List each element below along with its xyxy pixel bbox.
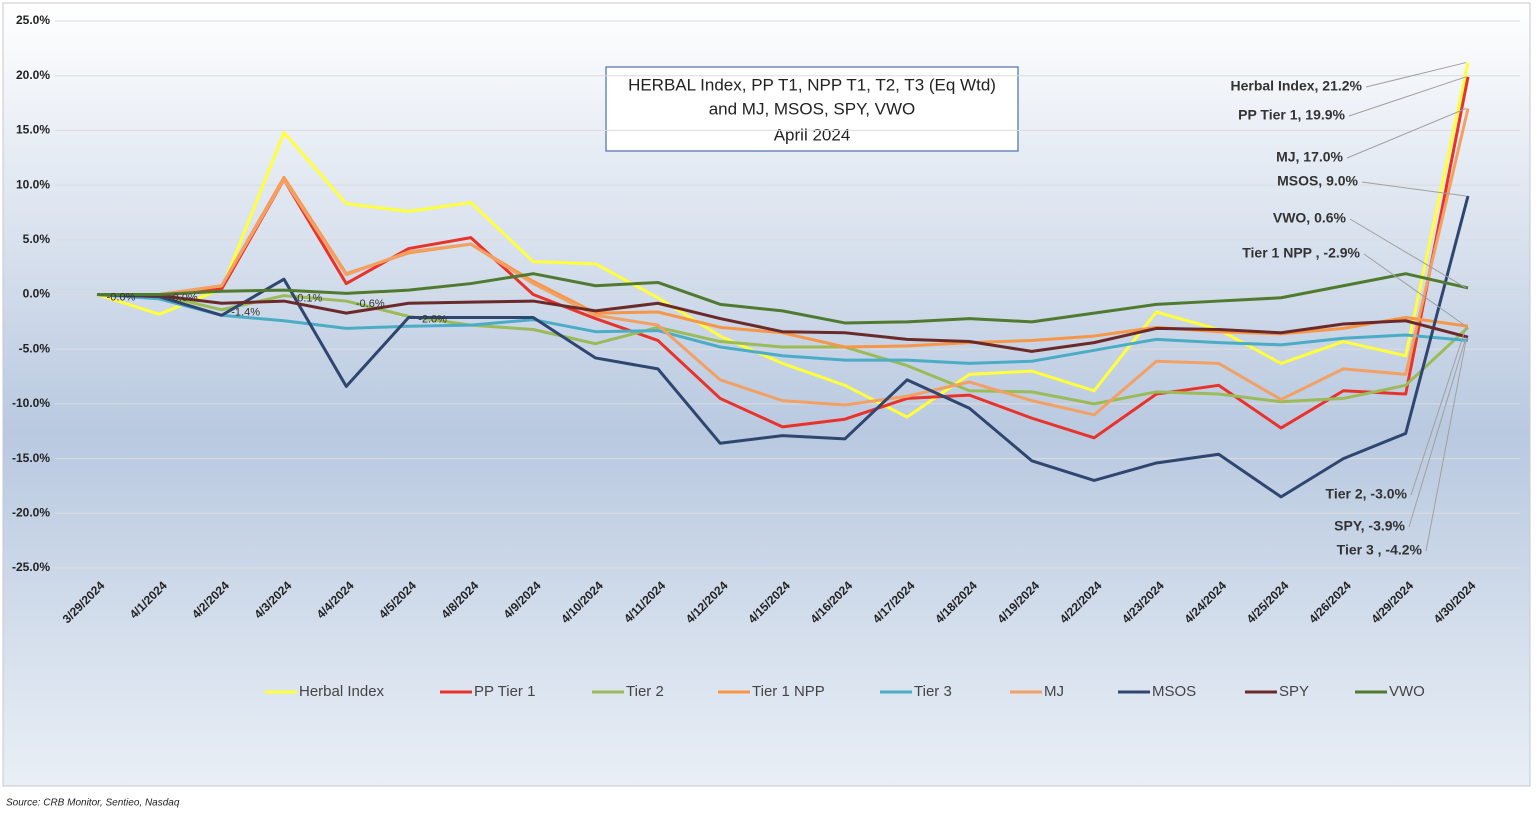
annotation: MSOS, 9.0% [1277, 173, 1358, 189]
annotation-leader [1363, 253, 1467, 327]
series-line [96, 293, 1470, 406]
legend-label: PP Tier 1 [474, 683, 535, 700]
source: Source: CRB Monitor, Sentieo, Nasdaq [6, 798, 180, 809]
y-tick-label: 5.0% [23, 232, 51, 246]
legend-label: MSOS [1152, 683, 1196, 700]
legend-label: Tier 1 NPP [752, 683, 825, 700]
legend-label: VWO [1389, 683, 1425, 700]
legend-label: Herbal Index [299, 683, 385, 700]
annotation-leader [1346, 108, 1467, 159]
annotation-leader [1348, 76, 1467, 117]
annotation: Tier 3 , -4.2% [1337, 542, 1423, 558]
y-tick-label: -20.0% [12, 505, 50, 519]
series-line [97, 108, 1470, 417]
legend-label: MJ [1044, 683, 1064, 700]
y-tick-label: -5.0% [19, 341, 51, 355]
annotation: VWO, 0.6% [1273, 210, 1347, 226]
annotation: Tier 1 NPP , -2.9% [1242, 245, 1360, 261]
annotation-leader [1365, 62, 1467, 88]
annotation-leader [1349, 218, 1467, 289]
annotation-leader [1425, 340, 1467, 552]
annotation: Tier 2, -3.0% [1326, 486, 1408, 502]
series-line [96, 62, 1470, 419]
legend-label: Tier 3 [914, 683, 952, 700]
y-tick-label: 10.0% [16, 177, 50, 191]
annotation-leader [1361, 181, 1467, 197]
series-line [96, 293, 1469, 365]
y-tick-label: 15.0% [16, 123, 50, 137]
y-tick-label: -25.0% [12, 560, 50, 574]
y-tick-label: 25.0% [16, 13, 50, 27]
annotation: SPY, -3.9% [1334, 518, 1405, 534]
y-tick-label: -15.0% [12, 451, 50, 465]
data-label: -0.6% [356, 298, 385, 310]
series-line [96, 293, 1469, 353]
annotation: PP Tier 1, 19.9% [1238, 107, 1345, 123]
series-line [97, 272, 1469, 325]
annotation-leader [1408, 337, 1467, 528]
data-label: -2.0% [418, 313, 447, 325]
y-tick-label: -10.0% [12, 396, 50, 410]
y-tick-label: 0.0% [23, 287, 51, 301]
data-label: -1.4% [231, 307, 260, 319]
annotation: Herbal Index, 21.2% [1230, 78, 1362, 94]
legend-label: Tier 2 [626, 683, 664, 700]
data-label: -0.0% [107, 291, 136, 303]
annotation: MJ, 17.0% [1276, 149, 1343, 165]
series-line [96, 76, 1470, 440]
chart-title: April 2024 [774, 125, 851, 144]
title-box [605, 66, 1019, 152]
y-tick-label: 20.0% [16, 68, 50, 82]
annotation-leader [1410, 327, 1467, 496]
data-label: -0.1% [294, 293, 323, 305]
chart-title: and MJ, MSOS, SPY, VWO [709, 99, 916, 118]
chart-title: HERBAL Index, PP T1, NPP T1, T2, T3 (Eq … [628, 75, 996, 94]
data-label: -0.0% [169, 292, 198, 304]
series-line [96, 195, 1470, 499]
legend-label: SPY [1279, 683, 1309, 700]
